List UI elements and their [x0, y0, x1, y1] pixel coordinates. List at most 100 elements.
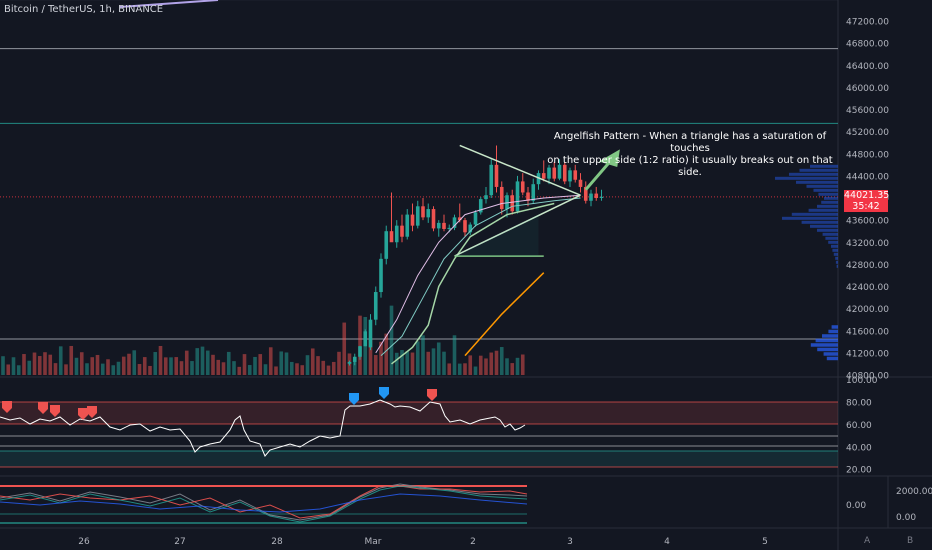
candle-body: [394, 225, 399, 243]
volume-profile-bar: [775, 176, 838, 180]
price-tick-label: 46000.00: [846, 84, 889, 94]
volume-bar: [216, 359, 221, 375]
candle-body: [400, 225, 404, 237]
volume-bar: [289, 361, 294, 375]
volume-profile-bar: [831, 325, 838, 329]
volume-profile-bar: [818, 192, 838, 196]
volume-bar: [379, 341, 383, 375]
volume-profile-bar: [806, 184, 838, 188]
volume-bar: [153, 352, 158, 375]
volume-profile-bar: [822, 334, 838, 338]
volume-profile-bar: [821, 200, 838, 204]
volume-bar: [232, 361, 236, 375]
volume-bar: [436, 342, 441, 375]
bottom-button[interactable]: B: [907, 536, 914, 546]
volume-bar: [242, 354, 247, 375]
volume-bar: [6, 364, 11, 375]
price-tick-label: 41600.00: [846, 327, 889, 337]
volume-bar: [195, 348, 200, 375]
candle-body: [347, 361, 352, 364]
price-tick-label: 43600.00: [846, 217, 889, 227]
volume-bar: [37, 356, 42, 375]
volume-profile-bar: [817, 228, 838, 232]
volume-bar: [358, 315, 362, 375]
candle-body: [410, 214, 415, 226]
volume-bar: [226, 351, 231, 375]
volume-bar: [463, 363, 467, 375]
candle-body: [573, 170, 578, 180]
volume-profile-bar: [813, 188, 838, 192]
osc-tick-label: 2000.00: [896, 487, 932, 497]
osc-line-blue: [0, 493, 528, 513]
volume-bar: [69, 345, 74, 375]
time-tick-label: 5: [762, 537, 768, 547]
volume-bar: [190, 361, 194, 375]
candle-body: [489, 164, 494, 196]
annotation-line-1: Angelfish Pattern - When a triangle has …: [553, 131, 827, 154]
price-tick-label: 42000.00: [846, 305, 889, 315]
price-tick-label: 45200.00: [846, 128, 889, 138]
volume-profile-bar: [828, 329, 838, 334]
volume-bar: [400, 350, 404, 375]
candle-body: [520, 181, 525, 193]
price-tick-label: 41200.00: [846, 349, 889, 359]
candle-body: [494, 164, 499, 187]
annotation-line-2: on the upper side (1:2 ratio) it usually…: [547, 155, 833, 178]
osc-line-green: [0, 485, 528, 523]
moving-average-line: [375, 194, 581, 354]
volume-bar: [163, 357, 168, 375]
breakout-arrow-shaft: [584, 158, 614, 191]
volume-bar: [494, 350, 499, 375]
volume-bar: [148, 365, 152, 375]
volume-bar: [127, 353, 131, 375]
candle-body: [384, 231, 389, 259]
volume-bar: [263, 364, 268, 375]
volume-bar: [22, 354, 26, 375]
volume-profile-bar: [796, 180, 838, 184]
rsi-marker-blue: [379, 387, 389, 399]
candle-body: [510, 195, 515, 212]
candle-body: [436, 222, 441, 229]
volume-bar: [169, 357, 173, 375]
volume-bar: [326, 365, 331, 375]
candle-body: [589, 193, 593, 201]
volume-bar: [253, 356, 257, 375]
candle-body: [547, 167, 551, 179]
volume-bar: [111, 365, 116, 375]
volume-bar: [384, 333, 389, 375]
candle-body: [568, 170, 572, 182]
volume-bar: [205, 350, 210, 375]
rsi-marker-red: [2, 401, 12, 413]
candle-body: [379, 258, 383, 293]
candle-body: [583, 186, 588, 201]
time-tick-label: 3: [567, 537, 573, 547]
volume-bar: [64, 364, 68, 375]
volume-bar: [484, 358, 488, 375]
volume-profile-bar: [810, 224, 838, 228]
time-tick-label: Mar: [365, 537, 382, 547]
volume-bar: [174, 357, 179, 375]
rsi-marker-red: [38, 402, 48, 414]
volume-bar: [478, 355, 483, 375]
candle-body: [358, 346, 362, 357]
volume-bar: [237, 366, 242, 375]
volume-bar: [300, 365, 305, 375]
candle-body: [468, 224, 473, 233]
price-tick-label: 42800.00: [846, 261, 889, 271]
volume-bar: [179, 361, 184, 375]
last-price-value: 44021.35: [844, 190, 890, 201]
candle-body: [463, 220, 467, 233]
volume-bar: [132, 350, 137, 375]
volume-profile-bar: [817, 347, 838, 352]
volume-bar: [74, 357, 79, 375]
support-zone: [454, 214, 539, 257]
auto-scale-button[interactable]: A: [864, 536, 871, 546]
triangle-upper-line: [459, 144, 581, 196]
price-panel: [0, 48, 838, 375]
moving-average-line: [380, 197, 581, 357]
candle-body: [421, 206, 425, 218]
candle-body: [363, 331, 368, 347]
candle-body: [473, 212, 478, 225]
